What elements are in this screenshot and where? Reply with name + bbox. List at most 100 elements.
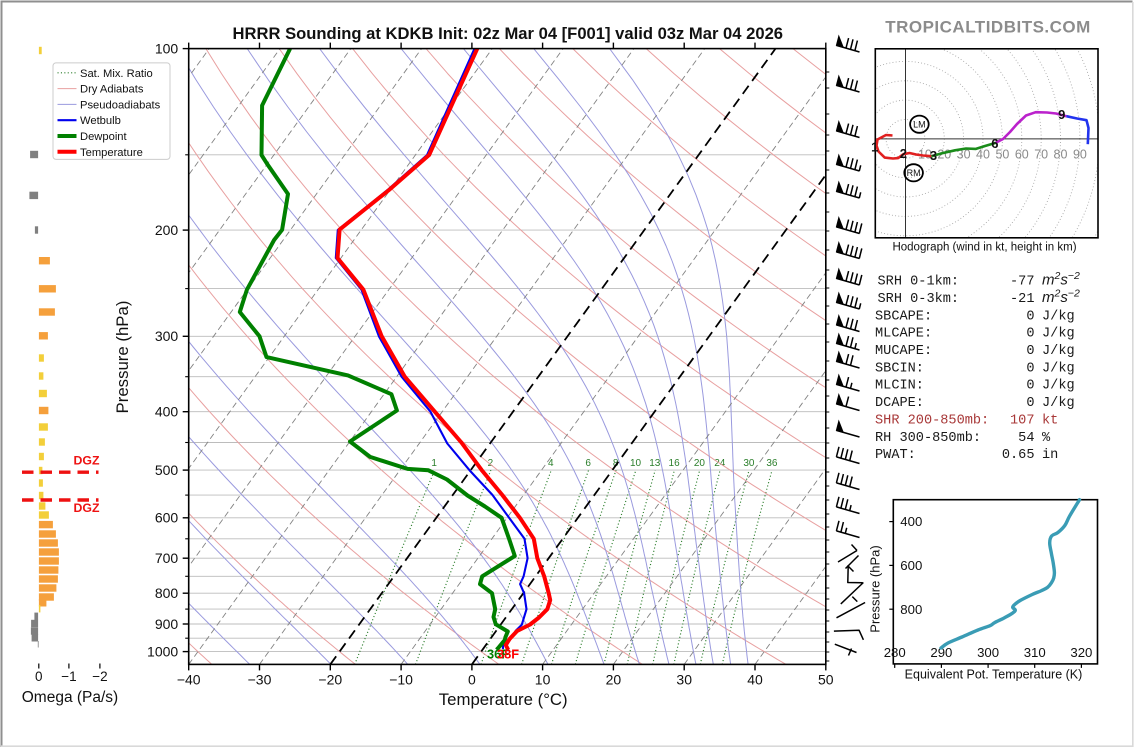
svg-text:36: 36 — [766, 458, 778, 469]
svg-text:0: 0 — [1026, 327, 1034, 342]
svg-text:DCAPE:: DCAPE: — [875, 396, 924, 411]
svg-text:SHR 200-850mb:: SHR 200-850mb: — [875, 413, 989, 428]
svg-text:Pressure (hPa): Pressure (hPa) — [868, 545, 883, 632]
svg-text:9: 9 — [1058, 107, 1065, 122]
svg-text:600: 600 — [900, 558, 922, 573]
svg-text:Equivalent Pot. Temperature (K: Equivalent Pot. Temperature (K) — [905, 668, 1083, 682]
svg-text:280: 280 — [884, 645, 906, 660]
svg-text:Sat. Mix. Ratio: Sat. Mix. Ratio — [80, 68, 153, 80]
svg-text:40: 40 — [976, 147, 990, 161]
svg-text:2: 2 — [488, 458, 494, 469]
svg-text:20: 20 — [694, 458, 706, 469]
svg-text:RM: RM — [907, 168, 921, 178]
svg-text:310: 310 — [1024, 645, 1046, 660]
svg-text:90: 90 — [1073, 147, 1087, 161]
svg-text:HRRR Sounding at KDKB Init: 02: HRRR Sounding at KDKB Init: 02z Mar 04 [… — [233, 24, 784, 43]
svg-text:100: 100 — [155, 40, 179, 56]
svg-text:−40: −40 — [177, 671, 201, 687]
svg-text:−1: −1 — [61, 669, 76, 684]
svg-text:Hodograph (wind in kt, height: Hodograph (wind in kt, height in km) — [892, 242, 1076, 254]
svg-text:Omega (Pa/s): Omega (Pa/s) — [22, 689, 118, 706]
svg-text:0: 0 — [35, 669, 43, 684]
svg-text:400: 400 — [155, 404, 179, 420]
svg-text:J/kg: J/kg — [1042, 379, 1075, 394]
svg-text:2: 2 — [900, 146, 907, 161]
svg-text:0: 0 — [1026, 344, 1034, 359]
svg-text:1: 1 — [871, 140, 878, 155]
svg-text:70: 70 — [1034, 147, 1048, 161]
svg-text:Pseudoadiabats: Pseudoadiabats — [80, 99, 161, 111]
svg-text:SRH 0-3km:: SRH 0-3km: — [878, 292, 960, 307]
svg-text:600: 600 — [155, 510, 179, 526]
svg-text:800: 800 — [900, 602, 922, 617]
svg-text:16: 16 — [669, 458, 681, 469]
svg-text:−2: −2 — [92, 669, 107, 684]
svg-text:%: % — [1042, 431, 1051, 446]
svg-text:200: 200 — [155, 222, 179, 238]
svg-text:LM: LM — [913, 120, 926, 130]
svg-text:50: 50 — [995, 147, 1009, 161]
svg-text:PWAT:: PWAT: — [875, 448, 916, 463]
svg-text:54: 54 — [1018, 431, 1034, 446]
svg-text:50: 50 — [818, 671, 834, 687]
svg-text:30: 30 — [743, 458, 755, 469]
svg-text:RH 300-850mb:: RH 300-850mb: — [875, 431, 981, 446]
svg-text:290: 290 — [930, 645, 952, 660]
svg-text:13: 13 — [649, 458, 661, 469]
svg-text:J/kg: J/kg — [1042, 309, 1075, 324]
svg-text:Temperature (°C): Temperature (°C) — [439, 690, 568, 709]
svg-text:kt: kt — [1042, 413, 1058, 428]
svg-text:J/kg: J/kg — [1042, 344, 1075, 359]
svg-text:6: 6 — [585, 458, 591, 469]
svg-text:0: 0 — [1026, 396, 1034, 411]
svg-text:Wetbulb: Wetbulb — [80, 115, 121, 127]
svg-text:500: 500 — [155, 462, 179, 478]
svg-text:-77: -77 — [1010, 275, 1034, 290]
svg-text:Temperature: Temperature — [80, 147, 143, 159]
svg-text:−20: −20 — [318, 671, 342, 687]
svg-text:400: 400 — [900, 514, 922, 529]
svg-text:1000: 1000 — [147, 643, 178, 659]
svg-text:MLCIN:: MLCIN: — [875, 379, 924, 394]
svg-text:10: 10 — [630, 458, 642, 469]
svg-text:700: 700 — [155, 550, 179, 566]
svg-text:Pressure (hPa): Pressure (hPa) — [113, 301, 132, 414]
svg-text:300: 300 — [977, 645, 999, 660]
svg-text:Dry Adiabats: Dry Adiabats — [80, 84, 144, 96]
svg-text:40: 40 — [747, 671, 763, 687]
svg-text:−10: −10 — [389, 671, 413, 687]
svg-text:30: 30 — [676, 671, 692, 687]
svg-text:900: 900 — [155, 616, 179, 632]
svg-text:SBCAPE:: SBCAPE: — [875, 309, 932, 324]
svg-text:4: 4 — [548, 458, 554, 469]
svg-text:J/kg: J/kg — [1042, 327, 1075, 342]
svg-text:20: 20 — [606, 671, 622, 687]
svg-text:TROPICALTIDBITS.COM: TROPICALTIDBITS.COM — [885, 18, 1091, 37]
svg-text:6: 6 — [991, 136, 998, 151]
svg-text:320: 320 — [1070, 645, 1092, 660]
svg-text:MUCAPE:: MUCAPE: — [875, 344, 932, 359]
svg-text:J/kg: J/kg — [1042, 361, 1075, 376]
svg-text:DGZ: DGZ — [74, 454, 100, 468]
svg-text:in: in — [1042, 448, 1058, 463]
svg-text:SBCIN:: SBCIN: — [875, 361, 924, 376]
svg-text:38F: 38F — [497, 647, 519, 662]
svg-text:−30: −30 — [248, 671, 272, 687]
svg-text:SRH 0-1km:: SRH 0-1km: — [878, 275, 960, 290]
svg-text:J/kg: J/kg — [1042, 396, 1075, 411]
svg-text:MLCAPE:: MLCAPE: — [875, 327, 932, 342]
svg-text:1: 1 — [431, 458, 437, 469]
svg-text:80: 80 — [1054, 147, 1068, 161]
svg-text:60: 60 — [1015, 147, 1029, 161]
svg-text:0.65: 0.65 — [1002, 448, 1035, 463]
svg-text:300: 300 — [155, 328, 179, 344]
svg-text:DGZ: DGZ — [74, 501, 100, 515]
svg-text:800: 800 — [155, 585, 179, 601]
svg-text:0: 0 — [1026, 379, 1034, 394]
svg-text:3: 3 — [930, 148, 937, 163]
svg-text:30: 30 — [957, 147, 971, 161]
svg-text:0: 0 — [1026, 361, 1034, 376]
svg-text:0: 0 — [468, 671, 476, 687]
svg-text:Dewpoint: Dewpoint — [80, 131, 128, 143]
svg-text:36F: 36F — [487, 647, 509, 662]
